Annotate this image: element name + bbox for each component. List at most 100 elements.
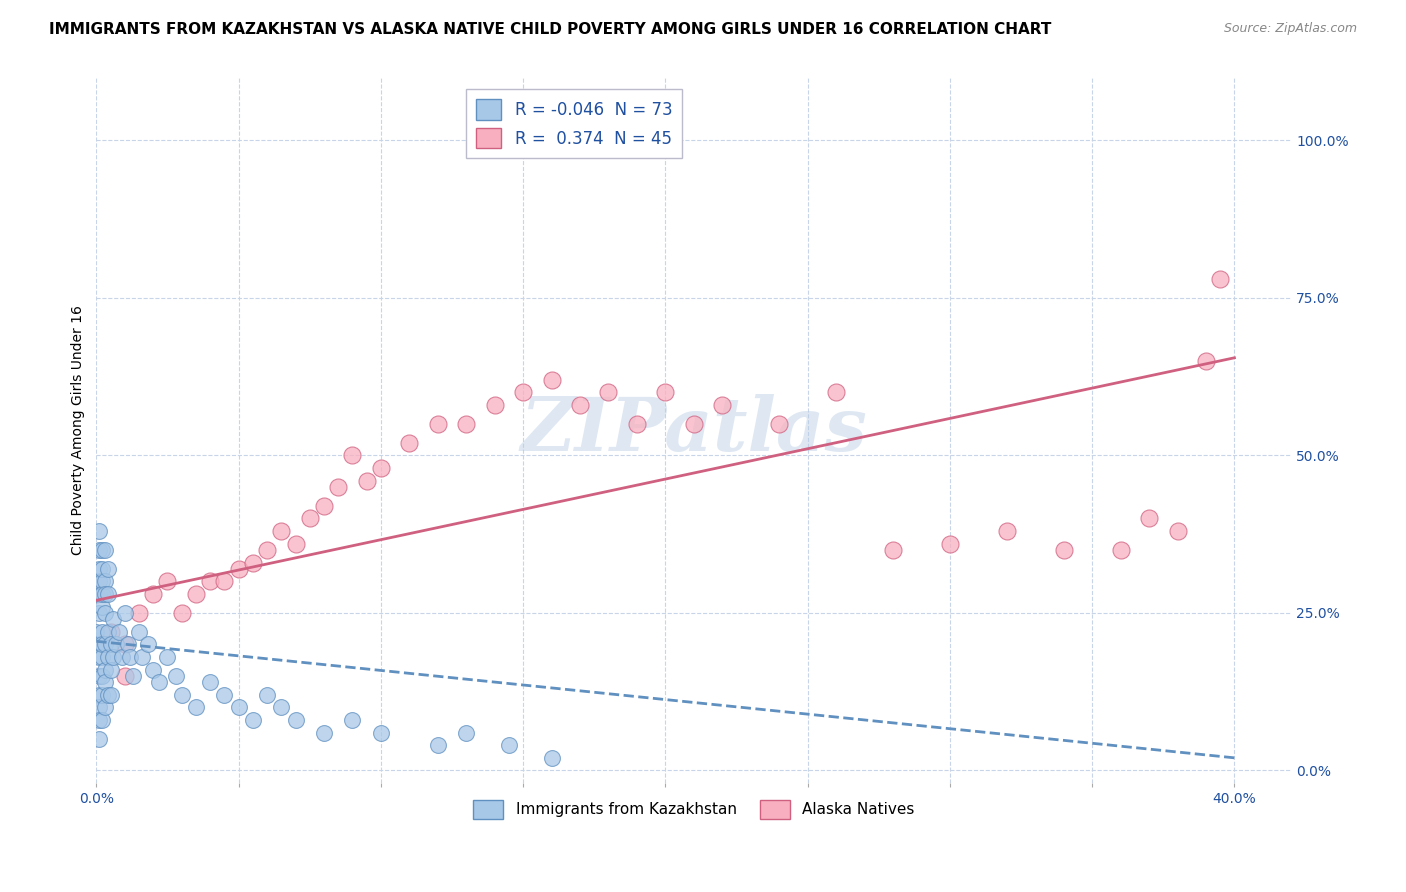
Point bbox=[1137, 511, 1160, 525]
Text: ZIPatlas: ZIPatlas bbox=[520, 394, 868, 467]
Point bbox=[89, 713, 111, 727]
Point bbox=[370, 461, 392, 475]
Point bbox=[156, 650, 179, 665]
Point bbox=[242, 713, 264, 727]
Point bbox=[142, 663, 165, 677]
Point bbox=[214, 574, 236, 589]
Point bbox=[228, 562, 250, 576]
Point bbox=[105, 637, 128, 651]
Point bbox=[91, 587, 114, 601]
Point bbox=[94, 574, 117, 589]
Point bbox=[498, 738, 520, 752]
Point bbox=[97, 688, 120, 702]
Point bbox=[711, 398, 734, 412]
Point bbox=[97, 650, 120, 665]
Point bbox=[312, 499, 335, 513]
Point bbox=[94, 543, 117, 558]
Point bbox=[86, 637, 108, 651]
Point bbox=[91, 574, 114, 589]
Point bbox=[86, 624, 108, 639]
Point bbox=[136, 637, 159, 651]
Point bbox=[100, 637, 122, 651]
Point bbox=[184, 700, 207, 714]
Point bbox=[569, 398, 592, 412]
Point bbox=[270, 524, 292, 538]
Point bbox=[540, 751, 562, 765]
Point bbox=[426, 738, 449, 752]
Point bbox=[94, 663, 117, 677]
Point bbox=[142, 587, 165, 601]
Point bbox=[540, 373, 562, 387]
Point bbox=[995, 524, 1018, 538]
Point bbox=[94, 700, 117, 714]
Point bbox=[89, 524, 111, 538]
Point bbox=[103, 650, 125, 665]
Point bbox=[89, 650, 111, 665]
Point bbox=[312, 725, 335, 739]
Point bbox=[825, 385, 848, 400]
Point bbox=[91, 650, 114, 665]
Point bbox=[89, 700, 111, 714]
Point bbox=[91, 562, 114, 576]
Point bbox=[122, 669, 145, 683]
Legend: Immigrants from Kazakhstan, Alaska Natives: Immigrants from Kazakhstan, Alaska Nativ… bbox=[467, 794, 921, 825]
Point bbox=[89, 669, 111, 683]
Point bbox=[370, 725, 392, 739]
Point bbox=[165, 669, 187, 683]
Point bbox=[198, 675, 221, 690]
Point bbox=[284, 713, 307, 727]
Point bbox=[100, 688, 122, 702]
Point bbox=[91, 669, 114, 683]
Point bbox=[114, 637, 136, 651]
Point bbox=[356, 474, 378, 488]
Point bbox=[117, 637, 139, 651]
Point bbox=[114, 669, 136, 683]
Point bbox=[91, 688, 114, 702]
Point bbox=[184, 587, 207, 601]
Point bbox=[598, 385, 620, 400]
Y-axis label: Child Poverty Among Girls Under 16: Child Poverty Among Girls Under 16 bbox=[72, 305, 86, 555]
Point bbox=[1167, 524, 1189, 538]
Point bbox=[342, 449, 364, 463]
Point bbox=[89, 587, 111, 601]
Point bbox=[100, 624, 122, 639]
Point bbox=[398, 435, 420, 450]
Point bbox=[89, 543, 111, 558]
Point bbox=[97, 562, 120, 576]
Point bbox=[89, 606, 111, 620]
Point bbox=[426, 417, 449, 431]
Point bbox=[131, 650, 153, 665]
Point bbox=[114, 606, 136, 620]
Point bbox=[654, 385, 676, 400]
Point bbox=[270, 700, 292, 714]
Point bbox=[94, 637, 117, 651]
Point bbox=[111, 650, 134, 665]
Point bbox=[108, 624, 131, 639]
Text: Source: ZipAtlas.com: Source: ZipAtlas.com bbox=[1223, 22, 1357, 36]
Point bbox=[328, 480, 350, 494]
Point bbox=[456, 725, 478, 739]
Point bbox=[1209, 272, 1232, 286]
Point bbox=[100, 663, 122, 677]
Point bbox=[256, 543, 278, 558]
Point bbox=[214, 688, 236, 702]
Point bbox=[256, 688, 278, 702]
Point bbox=[170, 688, 193, 702]
Point bbox=[89, 574, 111, 589]
Point bbox=[91, 637, 114, 651]
Point bbox=[128, 624, 150, 639]
Point bbox=[156, 574, 179, 589]
Point bbox=[512, 385, 534, 400]
Point bbox=[91, 713, 114, 727]
Point bbox=[97, 624, 120, 639]
Point bbox=[939, 536, 962, 550]
Point bbox=[170, 606, 193, 620]
Point bbox=[97, 587, 120, 601]
Point bbox=[284, 536, 307, 550]
Point bbox=[128, 606, 150, 620]
Point bbox=[91, 599, 114, 614]
Point bbox=[228, 700, 250, 714]
Text: IMMIGRANTS FROM KAZAKHSTAN VS ALASKA NATIVE CHILD POVERTY AMONG GIRLS UNDER 16 C: IMMIGRANTS FROM KAZAKHSTAN VS ALASKA NAT… bbox=[49, 22, 1052, 37]
Point bbox=[242, 556, 264, 570]
Point bbox=[89, 731, 111, 746]
